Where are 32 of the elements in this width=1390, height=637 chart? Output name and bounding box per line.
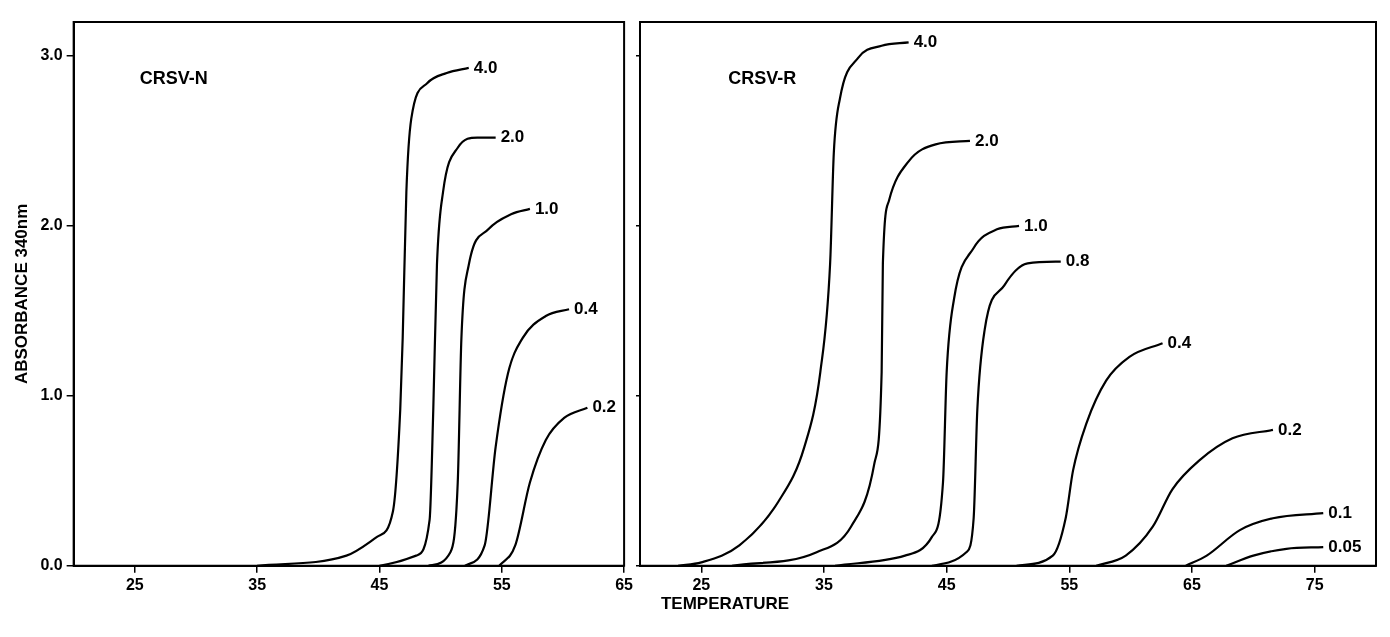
- x-tick-label: 45: [370, 575, 389, 593]
- x-tick-label: 45: [937, 575, 956, 593]
- x-tick-label: 35: [248, 575, 267, 593]
- series-label: 0.2: [592, 397, 617, 417]
- series-label: 0.05: [1328, 536, 1362, 556]
- x-axis-title: TEMPERATURE: [659, 594, 791, 614]
- x-tick-label: 65: [615, 575, 634, 593]
- series-label: 1.0: [534, 198, 559, 218]
- series-label: 0.4: [1167, 332, 1192, 352]
- x-tick-label: 75: [1305, 575, 1324, 593]
- y-tick-label: 1.0: [40, 386, 63, 404]
- x-tick-label: 25: [692, 575, 711, 593]
- series-label: 0.2: [1277, 419, 1302, 439]
- x-tick-label: 55: [492, 575, 511, 593]
- y-tick-label: 3.0: [40, 46, 63, 64]
- x-tick-label: 35: [815, 575, 833, 593]
- series-label: 0.4: [574, 298, 599, 318]
- x-tick-label: 25: [125, 575, 144, 593]
- series-label: 2.0: [974, 130, 999, 150]
- text: CRSV-N: [139, 67, 208, 88]
- y-tick-label: 0.0: [40, 556, 63, 574]
- series-label: 0.8: [1065, 251, 1090, 271]
- series-label: 1.0: [1024, 215, 1048, 235]
- y-tick-label: 2.0: [40, 216, 63, 234]
- text: CRSV-R: [728, 67, 797, 88]
- series-label: 4.0: [473, 57, 498, 77]
- x-tick-label: 65: [1183, 575, 1201, 593]
- series-label: 0.1: [1328, 502, 1352, 522]
- series-label: 2.0: [500, 127, 525, 147]
- series-label: 4.0: [913, 32, 938, 52]
- y-axis-title: ABSORBANCE 340nm: [11, 203, 31, 385]
- x-tick-label: 55: [1060, 575, 1079, 593]
